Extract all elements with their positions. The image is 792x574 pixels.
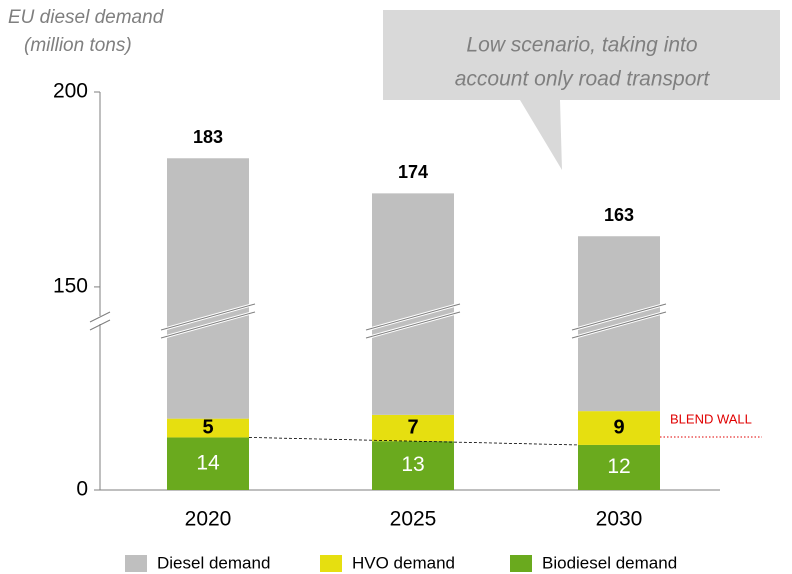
axis-break-edge	[365, 303, 461, 339]
x-tick-label: 2020	[185, 508, 232, 531]
legend-swatch	[320, 555, 342, 572]
bar-segment	[372, 414, 454, 442]
legend-label: HVO demand	[352, 553, 455, 572]
legend-swatch	[510, 555, 532, 572]
data-label: 12	[607, 455, 630, 478]
annotation: account only road transport	[455, 68, 711, 91]
data-label: 9	[613, 416, 624, 438]
data-label: 7	[407, 416, 418, 438]
y-axis-title: EU diesel demand	[8, 7, 165, 28]
annotation: Low scenario, taking into	[466, 34, 697, 57]
data-label: 14	[196, 451, 220, 474]
y-axis-title: (million tons)	[24, 35, 132, 56]
axis-break-edge	[89, 311, 111, 331]
data-label: 13	[401, 453, 424, 476]
bar-segment	[167, 437, 249, 490]
bar-segment	[372, 193, 454, 415]
x-tick-label: 2025	[390, 508, 437, 531]
x-tick-label: 2030	[596, 508, 643, 531]
bar-segment	[167, 158, 249, 419]
bar-segment	[578, 444, 660, 490]
callout	[383, 10, 780, 170]
total-label: 163	[604, 205, 634, 225]
bar-segment	[372, 441, 454, 490]
blend-wall-label: BLEND WALL	[670, 411, 752, 426]
bar-segment	[167, 418, 249, 438]
bar-segment	[578, 411, 660, 445]
y-tick-label: 150	[53, 274, 88, 297]
axis-break-edge	[160, 303, 256, 339]
legend-label: Diesel demand	[157, 553, 270, 572]
total-label: 183	[193, 127, 223, 147]
axis-break	[92, 316, 108, 324]
legend-label: Biodiesel demand	[542, 553, 677, 572]
legend-swatch	[125, 555, 147, 572]
y-tick-label: 0	[76, 478, 88, 501]
axis-break-edge	[571, 303, 667, 339]
data-label: 5	[202, 416, 213, 438]
y-tick-label: 200	[53, 80, 88, 103]
total-label: 174	[398, 162, 428, 182]
